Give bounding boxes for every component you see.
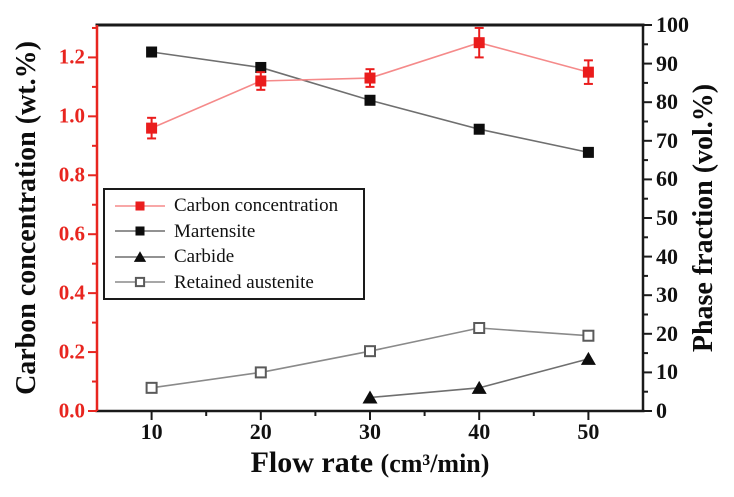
left-axis-title: Carbon concentration (wt.%) (11, 41, 42, 395)
filled-square-icon (115, 201, 165, 211)
y-right-tick-label: 60 (656, 166, 678, 192)
x-axis-title-main: Flow rate (250, 446, 374, 479)
legend: Carbon concentration Martensite Carbide Ret… (103, 188, 365, 300)
legend-item-label: Carbon concentration (174, 195, 339, 217)
legend-marker (135, 201, 145, 211)
y-left-tick-label: 0.8 (58, 162, 85, 187)
legend-item-carbide: Carbide (114, 247, 363, 266)
data-point-carbide-50 (580, 351, 596, 365)
filled-triangle-icon (115, 250, 165, 262)
filled-square-icon (115, 226, 165, 236)
y-right-tick-label: 70 (656, 127, 678, 153)
legend-item-label: Retained austenite (174, 271, 314, 293)
data-point-retained-austenite-10 (145, 381, 158, 394)
data-point-martensite-20 (255, 61, 267, 73)
y-right-tick-label: 80 (656, 89, 678, 115)
y-left-tick-label: 0.6 (58, 221, 85, 246)
y-left-tick-label: 1.0 (58, 103, 85, 128)
y-left-tick-label: 0.4 (58, 280, 85, 305)
x-axis-title: Flow rate (cm³/min) (251, 448, 490, 478)
data-point-carbide-30 (362, 390, 378, 404)
y-right-tick-label: 0 (656, 398, 667, 423)
x-tick-label: 10 (140, 419, 163, 444)
legend-marker (133, 250, 147, 262)
data-point-retained-austenite-40 (473, 322, 486, 335)
data-point-carbon-concentration-10 (146, 122, 158, 134)
y-left-tick-label: 1.2 (58, 44, 85, 69)
data-point-retained-austenite-50 (582, 329, 595, 342)
data-point-carbon-concentration-30 (364, 72, 376, 84)
y-right-tick-label: 10 (656, 359, 678, 385)
legend-item-carbon-concentration: Carbon concentration (114, 196, 363, 215)
legend-item-martensite: Martensite (114, 222, 363, 241)
legend-marker (135, 226, 145, 236)
data-point-martensite-30 (364, 94, 376, 106)
x-tick-label: 30 (359, 419, 381, 444)
y-right-tick-label: 30 (656, 282, 678, 308)
legend-item-label: Martensite (174, 220, 256, 242)
x-axis-title-unit: (cm³/min) (380, 449, 490, 478)
data-point-martensite-40 (473, 123, 485, 135)
data-point-carbon-concentration-20 (255, 75, 267, 87)
y-left-tick-label: 0.2 (58, 339, 85, 364)
y-right-tick-label: 20 (656, 320, 678, 346)
data-point-retained-austenite-20 (254, 366, 267, 379)
data-point-martensite-50 (582, 146, 594, 158)
data-point-carbon-concentration-50 (582, 66, 594, 78)
data-point-carbon-concentration-40 (473, 37, 485, 49)
y-left-tick-label: 0.0 (58, 398, 85, 423)
right-axis-title: Phase fraction (vol.%) (688, 83, 719, 353)
y-right-tick-label: 90 (656, 50, 678, 76)
x-tick-label: 20 (249, 419, 272, 444)
series-line-retained-austenite (151, 327, 589, 389)
data-point-retained-austenite-30 (364, 345, 376, 358)
y-right-tick-label: 100 (656, 12, 689, 37)
legend-marker (134, 276, 146, 288)
y-right-tick-label: 40 (656, 243, 678, 269)
legend-item-label: Carbide (174, 246, 235, 268)
x-tick-label: 50 (577, 419, 600, 444)
y-right-tick-label: 50 (656, 205, 678, 230)
legend-item-retained-austenite: Retained austenite (114, 273, 363, 292)
data-point-carbide-40 (471, 380, 487, 394)
x-tick-label: 40 (468, 419, 491, 444)
data-point-martensite-10 (146, 46, 158, 58)
open-square-icon (115, 276, 165, 288)
